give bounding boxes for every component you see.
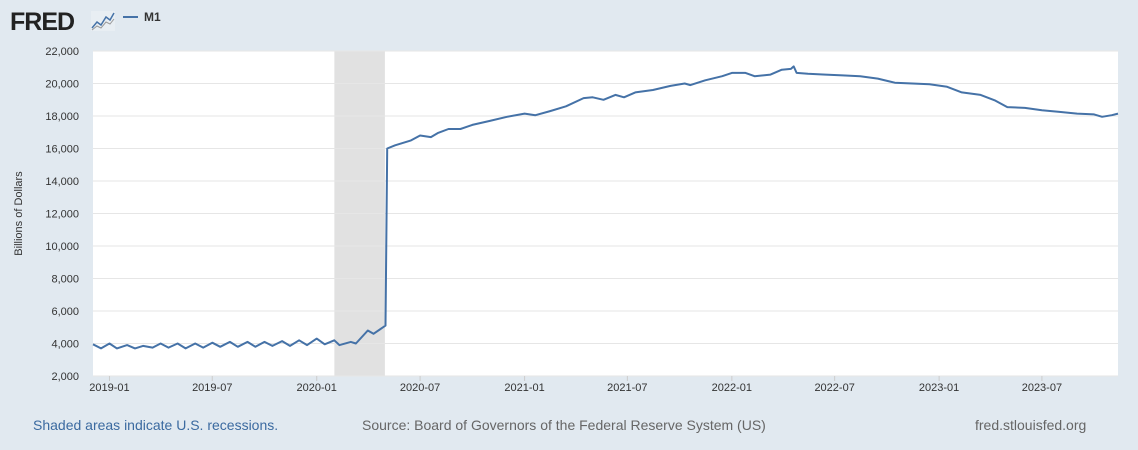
- source-note: Source: Board of Governors of the Federa…: [362, 417, 766, 433]
- y-tick-label: 8,000: [51, 274, 79, 286]
- y-tick-label: 22,000: [45, 46, 79, 58]
- x-tick-label: 2022-07: [814, 382, 854, 394]
- y-tick-label: 20,000: [45, 79, 79, 91]
- site-link[interactable]: fred.stlouisfed.org: [975, 417, 1087, 433]
- y-axis-label: Billions of Dollars: [13, 171, 25, 256]
- y-tick-label: 6,000: [51, 306, 79, 318]
- x-tick-label: 2022-01: [712, 382, 752, 394]
- x-tick-label: 2023-07: [1022, 382, 1062, 394]
- x-tick-label: 2021-07: [607, 382, 647, 394]
- y-tick-label: 2,000: [51, 371, 79, 383]
- y-tick-label: 16,000: [45, 144, 79, 156]
- x-tick-label: 2021-01: [504, 382, 544, 394]
- y-tick-label: 18,000: [45, 111, 79, 123]
- y-tick-label: 10,000: [45, 241, 79, 253]
- x-tick-label: 2019-01: [89, 382, 129, 394]
- x-tick-label: 2019-07: [192, 382, 232, 394]
- series-line-m1: [92, 65, 1119, 350]
- y-tick-label: 12,000: [45, 209, 79, 221]
- legend: M1: [123, 10, 161, 24]
- legend-swatch-m1: [123, 16, 138, 18]
- y-tick-label: 14,000: [45, 176, 79, 188]
- legend-label-m1: M1: [144, 10, 161, 24]
- x-tick-label: 2023-01: [919, 382, 959, 394]
- recession-note-link[interactable]: Shaded areas indicate U.S. recessions.: [33, 417, 279, 433]
- fred-logo[interactable]: FRED: [10, 8, 75, 36]
- y-tick-label: 4,000: [51, 339, 79, 351]
- logo-graph-icon: [91, 11, 115, 31]
- x-tick-label: 2020-01: [297, 382, 337, 394]
- x-tick-label: 2020-07: [400, 382, 440, 394]
